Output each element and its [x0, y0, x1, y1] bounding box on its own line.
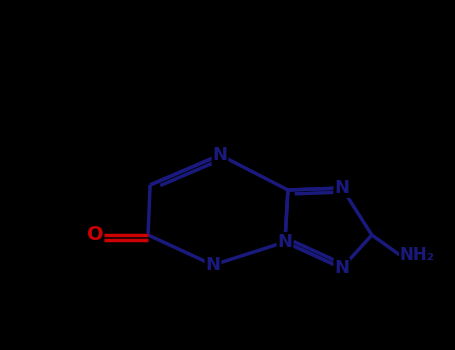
Text: N: N	[206, 256, 221, 274]
Text: N: N	[334, 259, 349, 277]
Text: N: N	[334, 179, 349, 197]
Text: N: N	[212, 146, 228, 164]
Text: NH₂: NH₂	[400, 246, 435, 264]
Text: N: N	[278, 233, 293, 251]
Text: O: O	[87, 225, 103, 245]
